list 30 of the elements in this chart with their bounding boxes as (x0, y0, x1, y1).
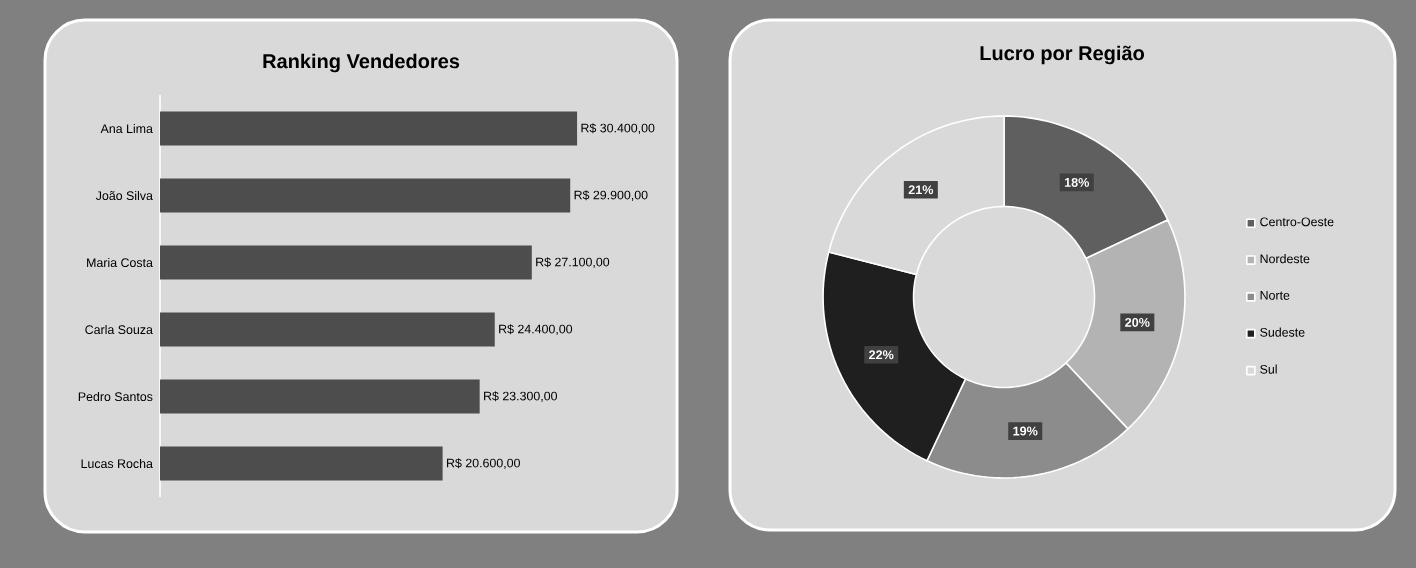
legend-label: Centro-Oeste (1260, 217, 1334, 227)
data-label: 21% (908, 185, 934, 195)
data-label: 22% (869, 350, 894, 360)
data-label: R$ 27.100,00 (536, 257, 610, 268)
chart-title: Lucro por Região (980, 45, 1145, 65)
legend-label: Nordeste (1260, 254, 1310, 264)
data-label: R$ 24.400,00 (499, 324, 573, 335)
data-label: 18% (1064, 177, 1090, 187)
data-label: 20% (1125, 317, 1150, 327)
y-tick-label: Lucas Rocha (81, 458, 153, 469)
y-tick-label: Maria Costa (87, 257, 153, 268)
y-tick-label: João Silva (95, 190, 153, 201)
data-label: R$ 23.300,00 (484, 391, 558, 402)
bar (160, 111, 578, 146)
legend-label: Sudeste (1260, 327, 1305, 337)
legend-label: Sul (1260, 364, 1277, 374)
bar (160, 245, 532, 280)
y-tick-label: Ana Lima (100, 123, 153, 134)
bar (160, 178, 571, 213)
bar (160, 446, 443, 481)
data-label: R$ 20.600,00 (447, 458, 520, 469)
data-label: R$ 30.400,00 (581, 123, 655, 134)
data-label: 19% (1013, 426, 1038, 436)
y-tick-label: Carla Souza (85, 324, 153, 335)
bar (160, 379, 480, 414)
bar (160, 312, 495, 347)
data-label: R$ 29.900,00 (574, 190, 648, 201)
y-tick-label: Pedro Santos (78, 391, 153, 402)
legend-label: Norte (1260, 291, 1290, 300)
chart-title: Ranking Vendedores (263, 53, 460, 73)
